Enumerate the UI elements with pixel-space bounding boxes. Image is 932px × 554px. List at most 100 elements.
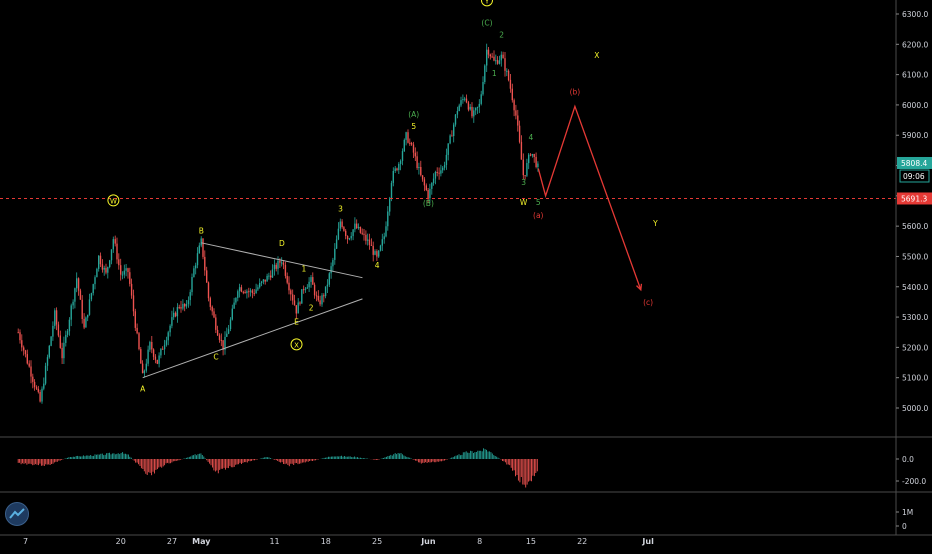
time-tick-label: 15 [526,537,536,546]
candle [21,334,23,352]
trendline[interactable] [142,298,363,379]
candle [206,266,208,283]
candle [348,237,351,241]
candle [189,289,191,306]
wave-label: 4 [375,261,380,270]
candle [130,278,133,299]
candle [303,285,305,294]
candle [105,263,107,275]
candle [308,277,310,292]
candle [339,218,341,232]
candle [74,287,76,309]
price-tick-label: 6300.0 [902,10,928,19]
candle [431,182,433,195]
candle [321,293,323,307]
candle [438,167,440,180]
candle [273,259,276,276]
candle [173,307,175,320]
candle [44,362,47,386]
candle [138,332,140,351]
candle [486,43,488,72]
candle [259,278,261,289]
candle [526,158,528,177]
candle [473,107,475,123]
candle [379,244,382,252]
candle [337,222,340,241]
tradingview-logo-icon[interactable] [5,502,29,526]
candle [390,180,393,202]
candle [328,271,330,287]
volume-tick-label: 1M [902,508,913,517]
candle [304,287,307,293]
candle [226,327,228,337]
candle [61,342,63,364]
candle [68,317,71,336]
time-tick-label: 11 [269,537,279,546]
candle [107,266,109,279]
candle [143,369,146,378]
price-tick-label: 5900.0 [902,131,928,140]
wave-label: (a) [533,211,544,220]
candle [423,177,426,192]
wave-label: W [520,198,528,207]
candle [184,303,186,312]
candle [332,257,334,272]
candle [440,164,442,177]
candle [529,153,532,157]
candle [141,360,144,374]
wave-label: 2 [309,303,314,312]
candle [109,259,111,269]
volume-tick-label: 0 [902,522,907,531]
wave-label: 4 [529,133,534,142]
candle [260,280,263,287]
candle [30,360,32,384]
candle [103,265,105,276]
candle [23,345,25,356]
candle [420,160,422,177]
candle [88,293,91,316]
trendline[interactable] [201,242,363,279]
wave-label: 1 [492,69,497,78]
wave-label: C [213,353,218,362]
candle [476,106,479,114]
wave-label: (A) [408,110,419,119]
candle [464,96,466,102]
candle [511,83,513,103]
candle [354,217,356,233]
candle [229,317,232,332]
candle [323,293,325,303]
candle [392,167,394,187]
candle [356,219,358,230]
candle [284,261,287,279]
candle [365,230,367,245]
candle [224,331,226,355]
wave-label: Y [652,219,658,228]
candle [306,284,308,289]
candle [504,52,506,77]
candle [429,183,431,204]
time-tick-label: 7 [23,537,28,546]
candle [531,153,534,158]
time-tick-label: 8 [477,537,482,546]
candle [54,308,56,329]
candle [334,243,336,265]
candle [145,358,147,373]
candle [518,120,521,144]
wave-label: B [199,227,204,236]
candle [180,300,182,313]
candle [112,236,114,253]
candle [218,333,221,343]
candle [193,265,195,278]
candle [290,288,292,301]
candle [513,98,515,117]
candle [136,323,138,335]
time-tick-label: 18 [321,537,331,546]
candle [33,379,36,391]
candle [248,287,250,298]
candle [163,339,166,355]
candle [447,143,449,161]
projection-path[interactable] [537,104,642,291]
